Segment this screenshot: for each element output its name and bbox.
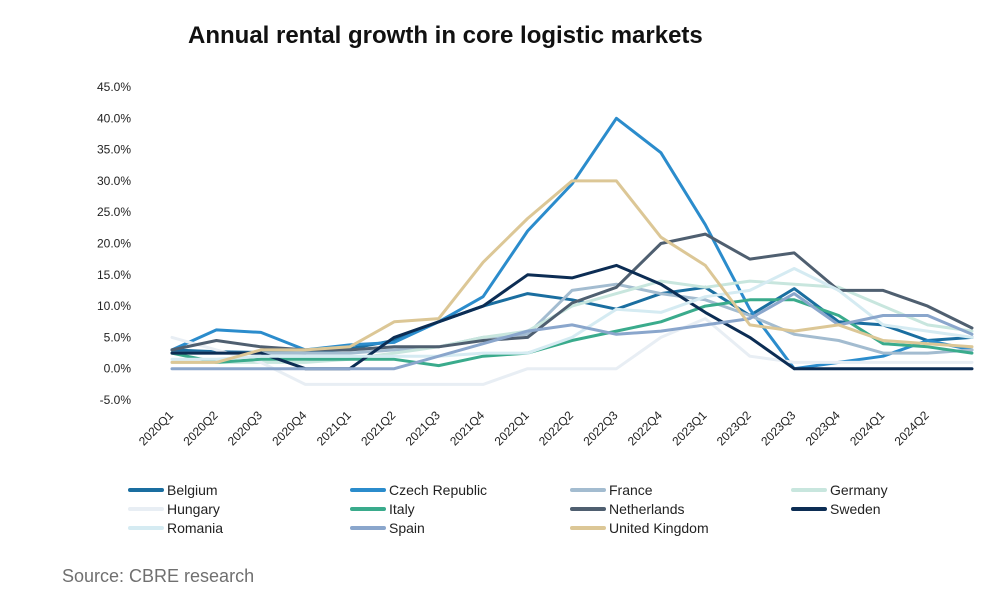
x-tick-label: 2024Q2 <box>892 408 932 448</box>
series-line-romania <box>170 267 974 361</box>
legend-label: Spain <box>389 520 425 536</box>
x-tick-label: 2022Q3 <box>580 408 620 448</box>
series-line-united-kingdom <box>170 179 974 364</box>
x-tick-label: 2022Q1 <box>492 408 532 448</box>
source-note: Source: CBRE research <box>62 566 255 586</box>
x-tick-label: 2020Q4 <box>269 408 309 448</box>
y-tick-label: 45.0% <box>97 80 131 94</box>
legend-label: Netherlands <box>609 501 685 517</box>
legend-label: France <box>609 482 653 498</box>
legend-label: Romania <box>167 520 223 536</box>
x-tick-label: 2020Q1 <box>136 408 176 448</box>
y-tick-label: 15.0% <box>97 268 131 282</box>
series-line-germany <box>170 279 974 364</box>
y-tick-label: 35.0% <box>97 143 131 157</box>
x-tick-label: 2021Q3 <box>403 408 443 448</box>
y-tick-label: -5.0% <box>100 393 132 407</box>
x-tick-label: 2022Q2 <box>536 408 576 448</box>
x-tick-label: 2023Q3 <box>758 408 798 448</box>
y-tick-label: 10.0% <box>97 299 131 313</box>
y-axis: 45.0% 40.0% 35.0% 30.0% 25.0% 20.0% 15.0% 10.0%… <box>97 80 131 407</box>
y-tick-label: 5.0% <box>104 330 132 344</box>
x-tick-label: 2021Q4 <box>447 408 487 448</box>
legend-label: United Kingdom <box>609 520 709 536</box>
x-tick-label: 2022Q4 <box>625 408 665 448</box>
x-tick-label: 2024Q1 <box>847 408 887 448</box>
x-tick-label: 2023Q1 <box>669 408 709 448</box>
y-tick-label: 20.0% <box>97 237 131 251</box>
x-tick-label: 2023Q4 <box>803 408 843 448</box>
legend-label: Sweden <box>830 501 881 517</box>
legend: Belgium Czech Republic France Germany Hungar… <box>128 482 888 536</box>
y-tick-label: 30.0% <box>97 174 131 188</box>
legend-label: Italy <box>389 501 415 517</box>
chart-title: Annual rental growth in core logistic ma… <box>188 22 703 49</box>
x-tick-label: 2020Q2 <box>180 408 220 448</box>
x-tick-label: 2021Q2 <box>358 408 398 448</box>
x-tick-label: 2020Q3 <box>225 408 265 448</box>
x-axis: 2020Q1 2020Q2 2020Q3 2020Q4 2021Q1 2021Q2 2021… <box>136 408 932 448</box>
legend-label: Belgium <box>167 482 218 498</box>
x-tick-label: 2023Q2 <box>714 408 754 448</box>
y-tick-label: 40.0% <box>97 111 131 125</box>
series-line-france <box>170 282 974 355</box>
series-lines <box>170 116 974 386</box>
y-tick-label: 0.0% <box>104 362 132 376</box>
y-tick-label: 25.0% <box>97 205 131 219</box>
series-line-italy <box>170 298 974 368</box>
legend-label: Czech Republic <box>389 482 487 498</box>
legend-label: Germany <box>830 482 888 498</box>
series-line-hungary <box>170 317 974 386</box>
x-tick-label: 2021Q1 <box>314 408 354 448</box>
legend-label: Hungary <box>167 501 220 517</box>
